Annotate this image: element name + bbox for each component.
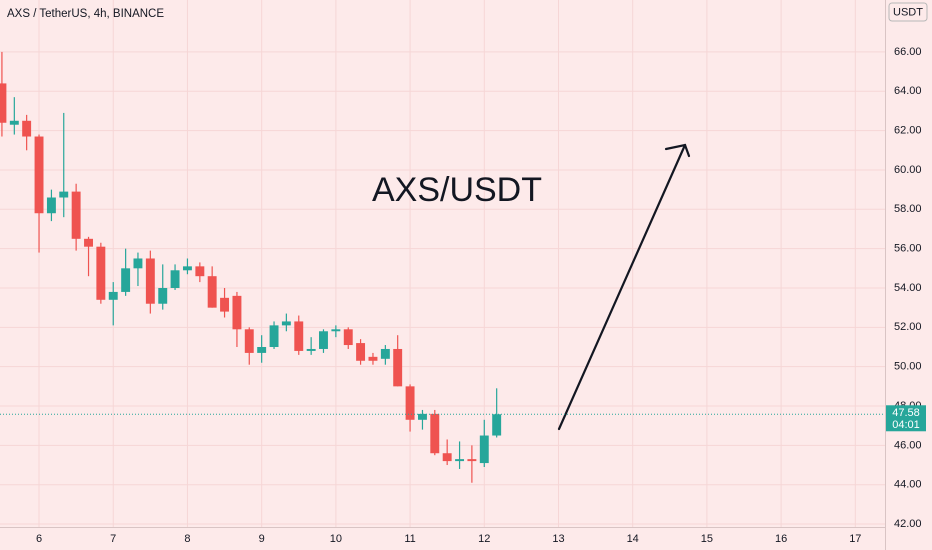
candle-body xyxy=(393,348,403,387)
candle-body xyxy=(430,413,440,454)
candle-body xyxy=(46,197,56,214)
candle-body xyxy=(121,268,131,292)
candle-body xyxy=(207,276,217,308)
candle-body xyxy=(492,414,502,436)
countdown: 04:01 xyxy=(892,419,920,431)
candle-body xyxy=(343,329,353,346)
candle-body xyxy=(418,413,427,420)
candle-body xyxy=(368,356,378,361)
candles xyxy=(0,51,502,483)
candle-body xyxy=(294,321,304,351)
y-tick-label: 60.00 xyxy=(894,164,922,176)
candle-body xyxy=(22,120,32,137)
candle-body xyxy=(467,459,477,462)
candle-body xyxy=(182,266,192,271)
x-tick-label: 12 xyxy=(478,533,490,545)
x-tick-label: 7 xyxy=(110,533,116,545)
candle-body xyxy=(145,258,155,304)
y-tick-label: 58.00 xyxy=(894,203,922,215)
x-tick-label: 6 xyxy=(36,533,42,545)
candle-body xyxy=(356,343,366,361)
annotation-text: AXS/USDT xyxy=(372,171,542,209)
last-price-label: 47.58 xyxy=(892,407,920,419)
x-tick-label: 13 xyxy=(552,533,564,545)
x-tick-label: 11 xyxy=(404,533,415,545)
candle-body xyxy=(380,348,390,359)
y-tick-label: 54.00 xyxy=(894,282,922,294)
candle-body xyxy=(170,270,180,288)
candle-body xyxy=(96,246,106,300)
chart-title: AXS / TetherUS, 4h, BINANCE xyxy=(7,8,164,20)
candle-body xyxy=(244,329,254,353)
y-tick-label: 52.00 xyxy=(894,321,922,333)
candle-body xyxy=(71,191,81,239)
candle-body xyxy=(257,347,267,353)
candle-body xyxy=(232,295,242,330)
candle-body xyxy=(84,238,93,247)
x-tick-label: 15 xyxy=(701,533,713,545)
last-price-box xyxy=(886,405,926,432)
candle-body xyxy=(442,453,452,462)
candle-body xyxy=(133,258,143,269)
x-tick-label: 17 xyxy=(849,533,861,545)
y-tick-label: 66.00 xyxy=(894,46,922,58)
candle-body xyxy=(331,329,341,332)
y-tick-label: 56.00 xyxy=(894,243,922,255)
y-tick-label: 46.00 xyxy=(894,439,922,451)
candle-body xyxy=(281,321,291,326)
y-tick-label: 44.00 xyxy=(894,479,922,491)
candle-body xyxy=(405,386,415,420)
x-tick-label: 14 xyxy=(627,533,639,545)
candle-body xyxy=(306,348,316,351)
candle-body xyxy=(108,291,118,300)
x-tick-label: 8 xyxy=(184,533,190,545)
candle-body xyxy=(158,287,168,304)
grid xyxy=(0,0,885,527)
candle-body xyxy=(455,459,465,462)
candle-body xyxy=(319,331,328,349)
x-tick-label: 9 xyxy=(259,533,265,545)
arrow xyxy=(557,143,691,431)
y-tick-label: 64.00 xyxy=(894,85,922,97)
x-tick-label: 10 xyxy=(330,533,342,545)
currency-label[interactable]: USDT xyxy=(893,6,923,18)
candle-body xyxy=(269,325,279,348)
candle-body xyxy=(195,266,205,277)
arrow-shaft xyxy=(557,143,687,431)
candle-body xyxy=(220,297,230,312)
y-tick-label: 62.00 xyxy=(894,125,922,137)
y-tick-label: 42.00 xyxy=(894,518,922,530)
candle-body xyxy=(0,83,7,123)
currency-box[interactable] xyxy=(888,2,928,22)
candle-body xyxy=(9,120,19,125)
candle-body xyxy=(59,191,69,198)
x-tick-label: 16 xyxy=(775,533,787,545)
y-tick-label: 50.00 xyxy=(894,361,922,373)
candle-body xyxy=(479,435,489,464)
candle-body xyxy=(34,136,44,214)
arrow-head xyxy=(664,143,691,158)
